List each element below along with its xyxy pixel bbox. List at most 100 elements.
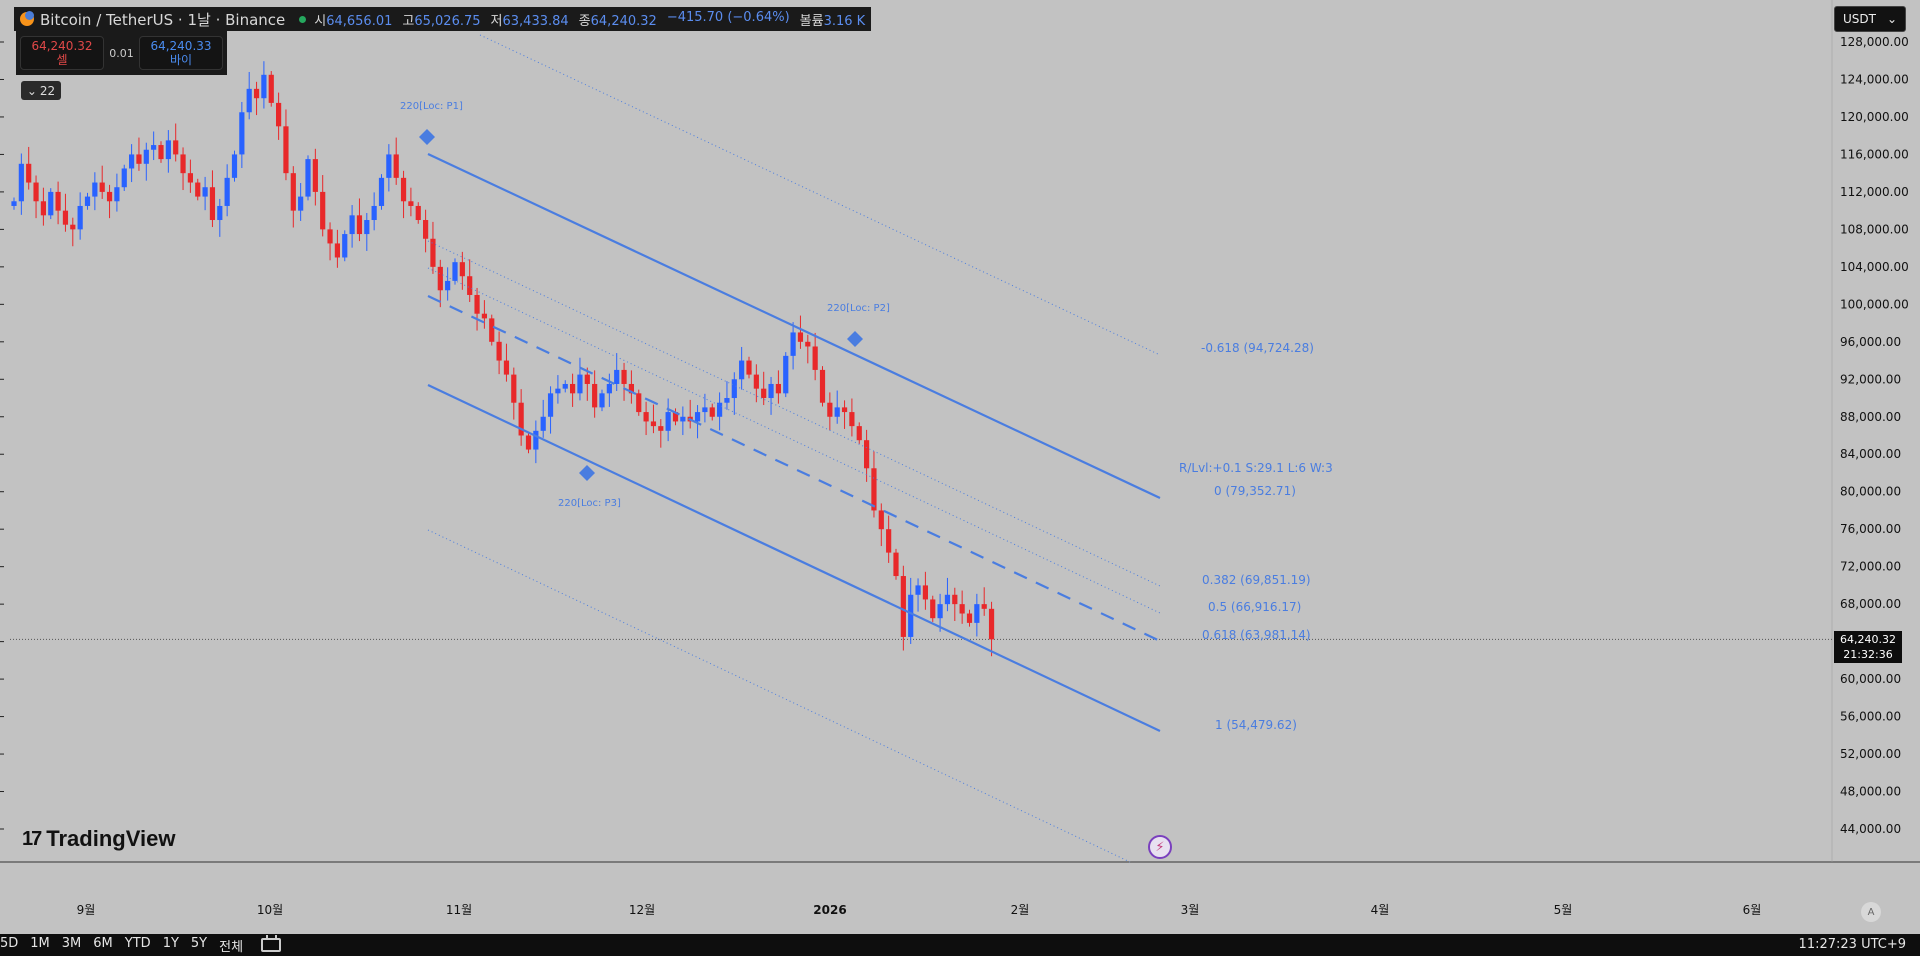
- candle-body: [665, 412, 671, 431]
- x-tick-label: 2026: [813, 903, 846, 917]
- candle-body: [496, 341, 502, 361]
- pivot-label-p3: 220[Loc: P3]: [558, 498, 621, 509]
- period-button-2[interactable]: 3M: [61, 935, 82, 951]
- y-tick-label: 112,000.00: [1840, 185, 1909, 199]
- sell-button[interactable]: 64,240.32 셀: [20, 36, 104, 70]
- candle-body: [643, 412, 649, 422]
- y-tick-label: 44,000.00: [1840, 822, 1901, 836]
- candle-body: [694, 412, 701, 422]
- candle-body: [702, 407, 708, 413]
- period-button-0[interactable]: 5D: [0, 935, 19, 951]
- candle-body: [423, 220, 429, 239]
- candle-body: [121, 168, 127, 188]
- period-button-6[interactable]: 5Y: [190, 935, 208, 951]
- candle-body: [445, 280, 451, 291]
- candle-body: [55, 191, 61, 211]
- candle-body: [768, 383, 774, 399]
- candle-body: [525, 435, 532, 450]
- lightning-icon[interactable]: ⚡: [1148, 835, 1172, 859]
- period-button-7[interactable]: 전체: [219, 939, 244, 955]
- candle-body: [849, 412, 855, 427]
- y-tick-label: 72,000.00: [1840, 560, 1901, 574]
- fib-level-0: 0 (79,352.71): [1214, 484, 1296, 498]
- pivot-label-p1: 220[Loc: P1]: [400, 101, 463, 112]
- currency-select[interactable]: USDT ⌄: [1834, 6, 1906, 32]
- tradingview-logo[interactable]: 17 TradingView: [22, 826, 175, 852]
- y-tick-label: 52,000.00: [1840, 747, 1901, 761]
- y-tick-label: 84,000.00: [1840, 447, 1901, 461]
- period-button-5[interactable]: 1Y: [162, 935, 179, 951]
- bar-countdown: 21:32:36: [1843, 648, 1893, 661]
- candle-body: [864, 440, 870, 469]
- y-tick-label: 100,000.00: [1840, 297, 1909, 311]
- buy-button[interactable]: 64,240.33 바이: [139, 36, 223, 70]
- open-label: 시: [314, 13, 327, 29]
- open-value: 64,656.01: [326, 13, 393, 29]
- channel-upper-line: [427, 153, 1161, 499]
- candle-body: [202, 187, 208, 197]
- indicators-toggle-button[interactable]: ⌄ 22: [21, 81, 61, 100]
- candle-body: [400, 177, 407, 202]
- candle-body: [915, 585, 921, 595]
- y-tick-label: 124,000.00: [1840, 72, 1909, 86]
- candle-body: [40, 201, 46, 216]
- x-tick-label: 11월: [446, 903, 472, 917]
- candle-body: [298, 196, 304, 211]
- candle-body: [209, 187, 216, 221]
- candle-body: [937, 604, 943, 619]
- candle-body: [393, 154, 399, 178]
- candle-body: [944, 594, 951, 605]
- candle-body: [84, 196, 91, 206]
- candle-body: [650, 421, 657, 427]
- buy-label: 바이: [169, 53, 193, 67]
- candle-body: [92, 182, 98, 197]
- candle-body: [143, 149, 149, 164]
- candle-body: [988, 608, 995, 640]
- candle-body: [841, 407, 848, 413]
- candle-body: [371, 205, 377, 221]
- symbol-title[interactable]: Bitcoin / TetherUS · 1날 · Binance: [40, 10, 286, 29]
- change-value: −415.70 (−0.64%): [666, 9, 790, 25]
- high-value: 65,026.75: [414, 13, 481, 29]
- y-tick-label: 92,000.00: [1840, 372, 1901, 386]
- candle-body: [966, 613, 973, 623]
- clock[interactable]: 11:27:23 UTC+9: [1798, 937, 1906, 952]
- candle-body: [783, 355, 789, 394]
- x-tick-label: 5월: [1554, 903, 1573, 917]
- candle-body: [834, 407, 840, 417]
- pivot-label-p2: 220[Loc: P2]: [827, 303, 890, 314]
- candle-body: [290, 173, 296, 211]
- auto-scale-button[interactable]: A: [1861, 902, 1881, 922]
- period-buttons: 5D 1M 3M 6M YTD 1Y 5Y 전체: [0, 936, 243, 955]
- candle-body: [11, 201, 17, 206]
- candle-body: [797, 332, 804, 342]
- candle-body: [584, 374, 590, 384]
- candle-body: [253, 88, 260, 99]
- candle-body: [129, 154, 135, 169]
- calendar-icon[interactable]: [261, 935, 282, 952]
- candle-body: [981, 604, 987, 609]
- fib-level-382: 0.382 (69,851.19): [1202, 573, 1311, 587]
- channel-stats: R/Lvl:+0.1 S:29.1 L:6 W:3: [1179, 461, 1333, 475]
- candle-body: [511, 374, 517, 403]
- period-button-1[interactable]: 1M: [30, 935, 50, 951]
- buy-price: 64,240.33: [150, 39, 212, 53]
- chevron-down-icon: ⌄: [26, 83, 37, 98]
- candle-body: [775, 383, 781, 394]
- high-label: 고: [402, 13, 415, 29]
- candle-body: [386, 154, 392, 178]
- candle-body: [547, 393, 554, 417]
- indicator-count: 22: [39, 83, 56, 98]
- candle-body: [70, 224, 76, 230]
- period-button-4[interactable]: YTD: [124, 935, 151, 951]
- sell-price: 64,240.32: [31, 39, 93, 53]
- candle-body: [378, 177, 385, 206]
- bottom-toolbar: 5D 1M 3M 6M YTD 1Y 5Y 전체 11:27:23 UTC+9: [0, 934, 1920, 956]
- symbol-header[interactable]: Bitcoin / TetherUS · 1날 · Binance 시64,65…: [14, 7, 872, 31]
- y-tick-label: 120,000.00: [1840, 110, 1909, 124]
- candle-body: [158, 145, 164, 160]
- candle-body: [77, 205, 83, 230]
- period-button-3[interactable]: 6M: [93, 935, 113, 951]
- candle-body: [231, 154, 238, 178]
